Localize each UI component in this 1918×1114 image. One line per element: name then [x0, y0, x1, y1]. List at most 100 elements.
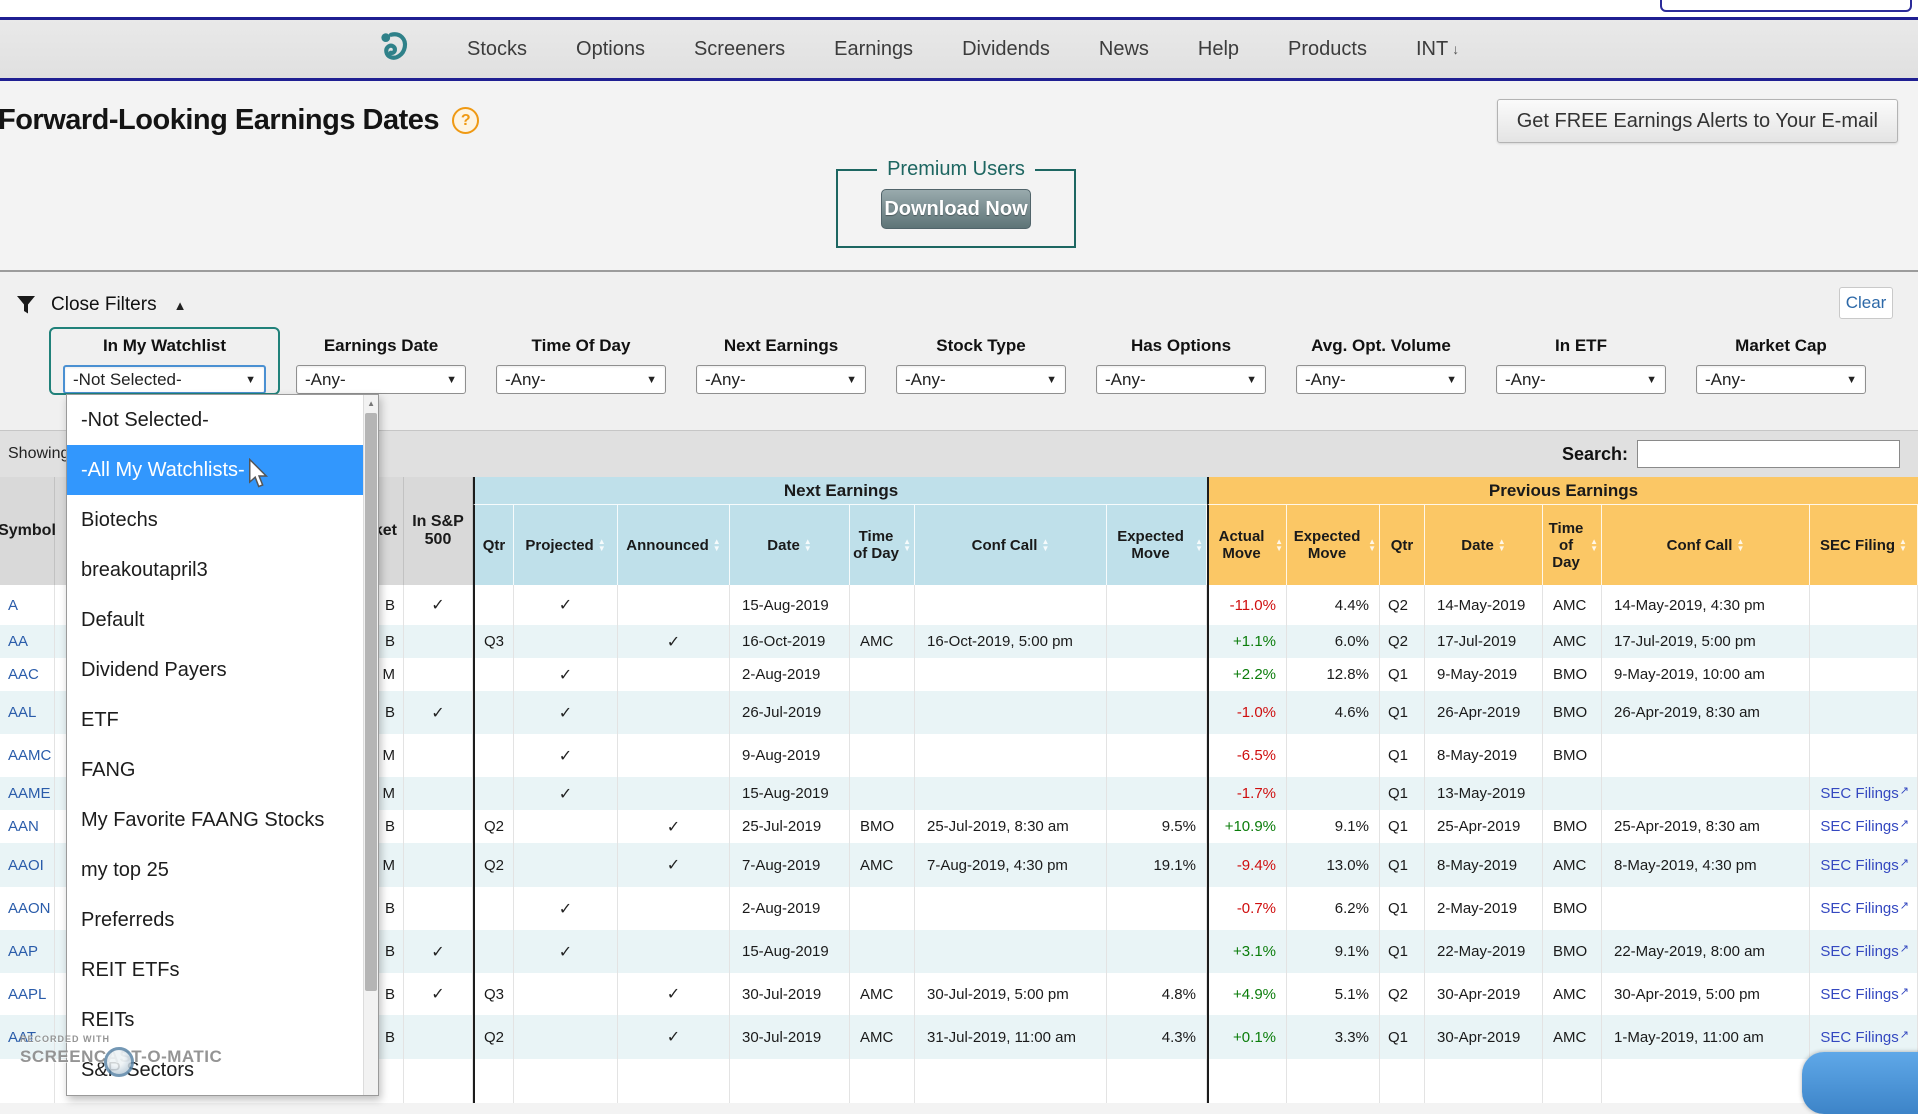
nav-item-stocks[interactable]: Stocks [467, 37, 528, 60]
scrollbar-thumb[interactable] [365, 413, 378, 991]
filter-select-avg-opt-volume[interactable]: -Any- ▼ [1296, 365, 1466, 394]
column-header-symbol[interactable]: Symbol [0, 477, 56, 585]
nav-item-int[interactable]: INT ↓ [1416, 38, 1459, 61]
cell-announced [618, 691, 730, 734]
symbol-link[interactable]: AAC [8, 666, 39, 683]
cell-actual-move: -11.0% [1207, 585, 1287, 625]
cell-date: 25-Jul-2019 [730, 810, 850, 843]
symbol-link[interactable]: AAT [8, 1028, 37, 1046]
column-header-qtr[interactable]: Qtr [1380, 505, 1425, 585]
column-header-actual-move[interactable]: Actual Move ▲ ▼ [1207, 505, 1287, 585]
dropdown-option[interactable]: Dividend Payers [81, 658, 227, 681]
dropdown-option[interactable]: ETF [81, 708, 119, 731]
dropdown-scrollbar[interactable]: ▲ [363, 395, 378, 1095]
column-header-in-sp500[interactable]: In S&P 500 [404, 477, 473, 585]
search-input[interactable] [1637, 440, 1900, 468]
symbol-link[interactable]: AAME [8, 785, 51, 802]
column-header-sec-filing[interactable]: SEC Filing ▲ ▼ [1810, 505, 1918, 585]
sec-filings-link[interactable]: SEC Filings↗ [1820, 818, 1909, 835]
nav-item-options[interactable]: Options [576, 37, 645, 60]
symbol-link[interactable]: AAN [8, 818, 39, 835]
nav-int-label: INT [1415, 37, 1449, 60]
scrollbar-up-arrow-icon[interactable]: ▲ [367, 399, 375, 408]
filter-select-time-of-day[interactable]: -Any- ▼ [496, 365, 666, 394]
column-header-conf-call[interactable]: Conf Call ▲ ▼ [1602, 505, 1810, 585]
dropdown-option[interactable]: -Not Selected- [81, 408, 209, 431]
dropdown-option[interactable]: breakoutapril3 [81, 558, 208, 581]
sort-up: ▲ [1041, 537, 1050, 546]
cell-sec-filing [1810, 691, 1918, 734]
cell-projected [514, 625, 618, 658]
sec-filings-link[interactable]: SEC Filings↗ [1820, 900, 1909, 917]
sec-filings-link[interactable]: SEC Filings↗ [1820, 785, 1909, 802]
filter-select-has-options[interactable]: -Any- ▼ [1096, 365, 1266, 394]
symbol-link[interactable]: AAON [8, 900, 51, 917]
filter-select-next-earnings[interactable]: -Any- ▼ [696, 365, 866, 394]
symbol-link[interactable]: AAL [8, 704, 37, 721]
column-header-expected-move[interactable]: Expected Move ▲ ▼ [1287, 505, 1380, 585]
sec-filings-link[interactable]: SEC Filings↗ [1820, 1028, 1909, 1046]
dropdown-option[interactable]: Preferreds [81, 908, 175, 931]
dropdown-option[interactable]: REIT ETFs [81, 958, 180, 981]
cell-prev-time-of-day [1543, 777, 1602, 810]
expected-move-value: 4.8% [1161, 985, 1196, 1003]
dropdown-option[interactable]: Default [81, 608, 145, 631]
sort-arrows-icon: ▲ ▼ [1195, 538, 1203, 553]
dropdown-option[interactable]: Biotechs [81, 508, 158, 531]
earnings-alerts-button[interactable]: Get FREE Earnings Alerts to Your E-mail [1496, 99, 1898, 143]
filter-select-in-etf[interactable]: -Any- ▼ [1496, 365, 1666, 394]
dropdown-option[interactable]: my top 25 [81, 858, 169, 881]
filter-select-value: -Any- [305, 369, 346, 389]
dropdown-option[interactable]: S&P Sectors [81, 1058, 195, 1081]
cell-empty [1287, 1059, 1380, 1103]
chameleon-logo-icon[interactable] [372, 28, 410, 70]
chat-bubble-button[interactable] [1802, 1052, 1918, 1114]
prev-conf-call-value: 17-Jul-2019, 5:00 pm [1614, 633, 1756, 650]
dropdown-option[interactable]: REITs [81, 1008, 135, 1031]
nav-item-help[interactable]: Help [1197, 37, 1240, 60]
filter-select-market-cap[interactable]: -Any- ▼ [1696, 365, 1866, 394]
clear-filters-button[interactable]: Clear [1839, 287, 1893, 319]
download-now-button[interactable]: Download Now [881, 189, 1031, 229]
symbol-link[interactable]: AAOI [8, 856, 44, 874]
nav-item-earnings[interactable]: Earnings [834, 37, 914, 60]
close-filters-toggle[interactable]: Close Filters ▲ [16, 294, 186, 316]
symbol-link[interactable]: AAP [8, 943, 39, 960]
cell-announced: ✓ [618, 843, 730, 887]
filter-select-stock-type[interactable]: -Any- ▼ [896, 365, 1066, 394]
expected-move-value: 9.5% [1161, 818, 1196, 835]
nav-item-dividends[interactable]: Dividends [962, 37, 1050, 60]
symbol-link[interactable]: AAMC [8, 747, 52, 764]
column-header-conf-call[interactable]: Conf Call ▲ ▼ [915, 505, 1107, 585]
prev-tod-value: AMC [1553, 633, 1587, 650]
dropdown-option[interactable]: FANG [81, 758, 136, 781]
symbol-link[interactable]: AAPL [8, 985, 47, 1003]
dropdown-option[interactable]: -All My Watchlists- [67, 445, 364, 495]
column-header-date[interactable]: Date ▲ ▼ [1425, 505, 1543, 585]
nav-item-screeners[interactable]: Screeners [693, 37, 786, 60]
column-header-time-of-day[interactable]: Time of Day ▲ ▼ [1543, 505, 1602, 585]
sec-filings-link[interactable]: SEC Filings↗ [1820, 985, 1909, 1003]
dropdown-option[interactable]: My Favorite FAANG Stocks [81, 808, 325, 831]
filter-select-in-my-watchlist[interactable]: -Not Selected- ▼ [63, 365, 266, 394]
column-header-qtr[interactable]: Qtr [473, 505, 514, 585]
sec-filings-link[interactable]: SEC Filings↗ [1820, 856, 1909, 874]
nav-item-news[interactable]: News [1098, 37, 1149, 60]
cell-actual-move: -0.7% [1207, 887, 1287, 930]
sec-filings-link[interactable]: SEC Filings↗ [1820, 943, 1909, 960]
filter-select-earnings-date[interactable]: -Any- ▼ [296, 365, 466, 394]
help-icon[interactable]: ? [452, 107, 479, 134]
nav-item-products[interactable]: Products [1288, 37, 1367, 60]
date-value: 26-Jul-2019 [742, 704, 822, 721]
cell-prev-time-of-day: BMO [1543, 887, 1602, 930]
symbol-link[interactable]: AA [8, 633, 29, 650]
column-header-projected[interactable]: Projected ▲ ▼ [514, 505, 618, 585]
cell-symbol: AAL [0, 691, 55, 734]
column-header-time-of-day[interactable]: Time of Day ▲ ▼ [850, 505, 915, 585]
column-header-date[interactable]: Date ▲ ▼ [730, 505, 850, 585]
cell-time-of-day: BMO [850, 810, 915, 843]
cell-prev-conf-call [1602, 887, 1810, 930]
column-header-expected-move[interactable]: Expected Move ▲ ▼ [1107, 505, 1207, 585]
symbol-link[interactable]: A [8, 596, 19, 614]
column-header-announced[interactable]: Announced ▲ ▼ [618, 505, 730, 585]
